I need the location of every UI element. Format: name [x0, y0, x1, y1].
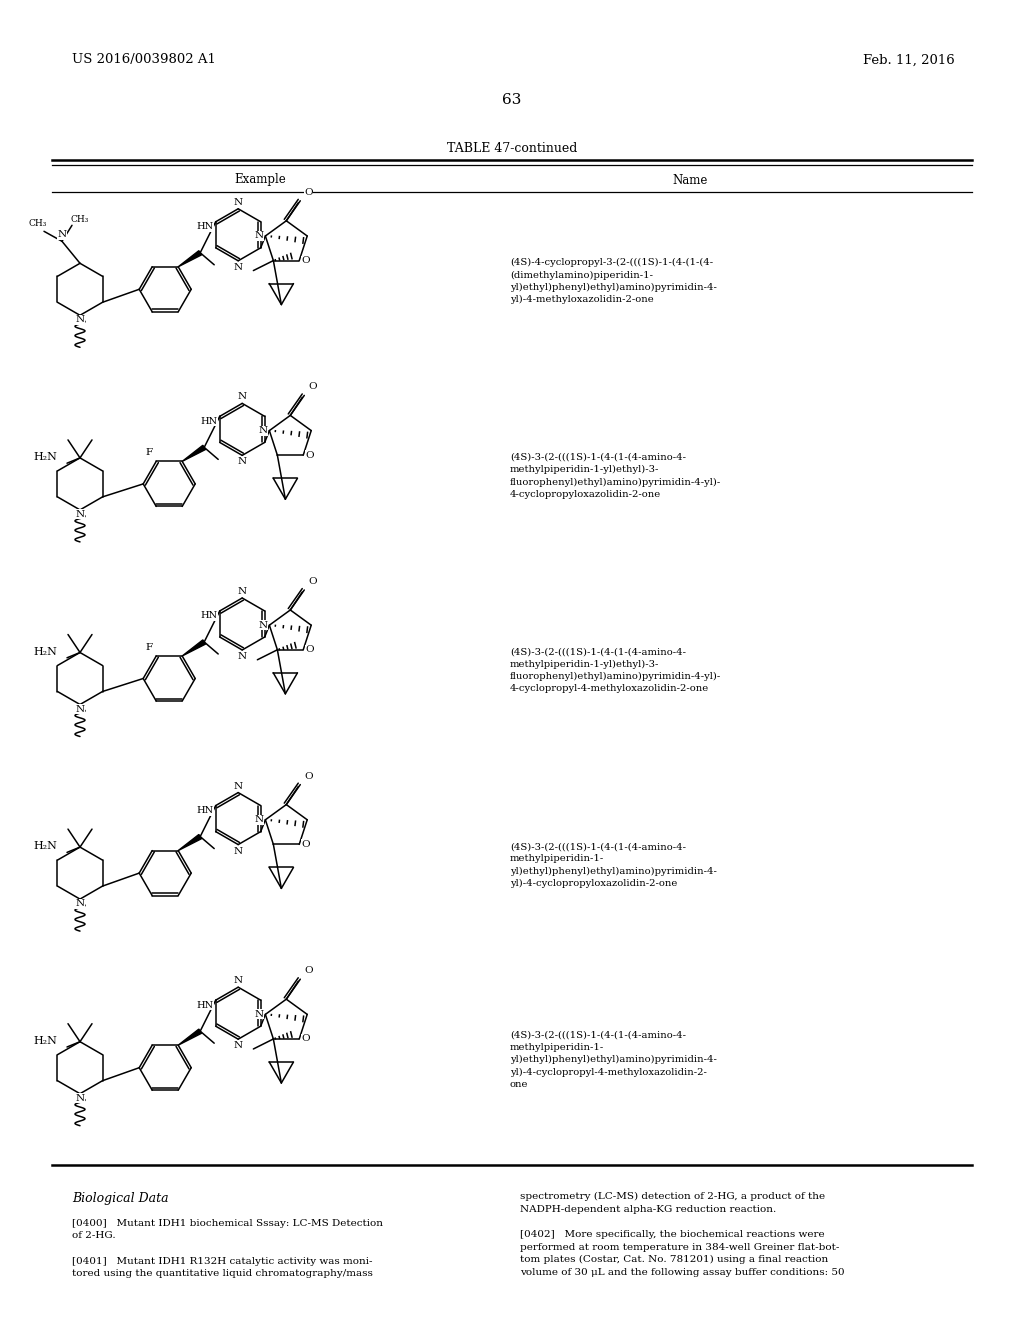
Text: O: O [308, 383, 316, 392]
Text: O: O [304, 966, 313, 975]
Text: N: N [233, 846, 243, 855]
Text: O: O [305, 450, 314, 459]
Text: N: N [258, 426, 267, 436]
Text: O: O [304, 187, 313, 197]
Text: O: O [301, 256, 310, 265]
Text: (4S)-3-(2-(((1S)-1-(4-(1-(4-amino-4-
methylpiperidin-1-yl)ethyl)-3-
fluorophenyl: (4S)-3-(2-(((1S)-1-(4-(1-(4-amino-4- met… [510, 453, 721, 499]
Polygon shape [178, 251, 202, 267]
Text: CH₃: CH₃ [29, 219, 47, 228]
Text: H₂N: H₂N [33, 647, 57, 657]
Text: spectrometry (LC-MS) detection of 2-HG, a product of the
NADPH-dependent alpha-K: spectrometry (LC-MS) detection of 2-HG, … [520, 1192, 825, 1213]
Text: N: N [76, 510, 85, 519]
Text: N: N [254, 231, 263, 240]
Text: Example: Example [234, 173, 286, 186]
Text: Name: Name [673, 173, 708, 186]
Text: HN: HN [197, 807, 214, 814]
Text: US 2016/0039802 A1: US 2016/0039802 A1 [72, 54, 216, 66]
Text: O: O [308, 577, 316, 586]
Text: HN: HN [201, 417, 217, 426]
Polygon shape [178, 1030, 202, 1045]
Text: Feb. 11, 2016: Feb. 11, 2016 [863, 54, 955, 66]
Text: N: N [233, 977, 243, 985]
Text: (4S)-3-(2-(((1S)-1-(4-(1-(4-amino-4-
methylpiperidin-1-
yl)ethyl)phenyl)ethyl)am: (4S)-3-(2-(((1S)-1-(4-(1-(4-amino-4- met… [510, 1031, 717, 1089]
Text: Biological Data: Biological Data [72, 1192, 169, 1205]
Text: N: N [238, 587, 247, 597]
Text: [0401]   Mutant IDH1 R132H catalytic activity was moni-
tored using the quantita: [0401] Mutant IDH1 R132H catalytic activ… [72, 1257, 373, 1279]
Text: H₂N: H₂N [33, 841, 57, 851]
Text: TABLE 47-continued: TABLE 47-continued [446, 141, 578, 154]
Text: N: N [233, 1041, 243, 1051]
Text: HN: HN [201, 611, 217, 620]
Text: (4S)-3-(2-(((1S)-1-(4-(1-(4-amino-4-
methylpiperidin-1-
yl)ethyl)phenyl)ethyl)am: (4S)-3-(2-(((1S)-1-(4-(1-(4-amino-4- met… [510, 842, 717, 888]
Text: N: N [254, 1010, 263, 1019]
Text: HN: HN [197, 1001, 214, 1010]
Text: F: F [145, 449, 153, 458]
Text: CH₃: CH₃ [71, 215, 89, 224]
Text: N: N [233, 263, 243, 272]
Text: [0400]   Mutant IDH1 biochemical Sssay: LC-MS Detection
of 2-HG.: [0400] Mutant IDH1 biochemical Sssay: LC… [72, 1218, 383, 1241]
Polygon shape [182, 640, 206, 656]
Text: (4S)-3-(2-(((1S)-1-(4-(1-(4-amino-4-
methylpiperidin-1-yl)ethyl)-3-
fluorophenyl: (4S)-3-(2-(((1S)-1-(4-(1-(4-amino-4- met… [510, 648, 721, 693]
Text: HN: HN [197, 222, 214, 231]
Text: O: O [305, 645, 314, 655]
Text: N: N [76, 705, 85, 714]
Text: [0402]   More specifically, the biochemical reactions were
performed at room tem: [0402] More specifically, the biochemica… [520, 1230, 845, 1276]
Text: F: F [145, 643, 153, 652]
Text: N: N [76, 1094, 85, 1102]
Text: H₂N: H₂N [33, 453, 57, 462]
Text: N: N [57, 230, 67, 239]
Text: 63: 63 [503, 92, 521, 107]
Text: N: N [76, 315, 85, 325]
Text: N: N [258, 620, 267, 630]
Text: N: N [238, 652, 247, 661]
Text: H₂N: H₂N [33, 1036, 57, 1045]
Polygon shape [178, 834, 202, 850]
Text: O: O [301, 840, 310, 849]
Polygon shape [182, 445, 206, 462]
Text: N: N [238, 458, 247, 466]
Text: O: O [304, 772, 313, 780]
Text: N: N [238, 392, 247, 401]
Text: N: N [233, 198, 243, 207]
Text: N: N [76, 899, 85, 908]
Text: (4S)-4-cyclopropyl-3-(2-(((1S)-1-(4-(1-(4-
(dimethylamino)piperidin-1-
yl)ethyl): (4S)-4-cyclopropyl-3-(2-(((1S)-1-(4-(1-(… [510, 259, 717, 305]
Text: N: N [233, 781, 243, 791]
Text: N: N [254, 816, 263, 824]
Text: O: O [301, 1035, 310, 1044]
